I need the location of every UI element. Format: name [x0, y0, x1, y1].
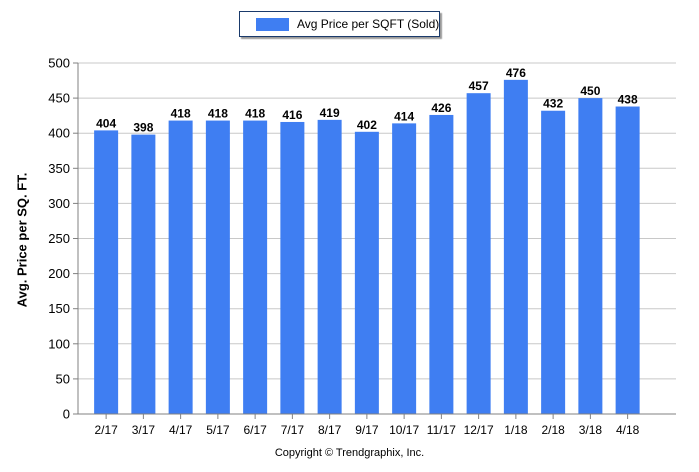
bar [243, 120, 268, 415]
y-tick-label: 400 [48, 126, 70, 141]
bar [466, 93, 491, 414]
x-tick-label: 6/17 [243, 423, 267, 437]
bar [392, 123, 417, 414]
legend-label: Avg Price per SQFT (Sold) [297, 17, 440, 31]
y-tick-label: 50 [56, 371, 70, 386]
y-tick-label: 500 [48, 56, 70, 71]
x-tick-label: 7/17 [281, 423, 305, 437]
axes: 0 50 100 150 200 250 300 350 400 450 500 2/17 3/17 4/… [48, 56, 676, 437]
data-label: 418 [208, 107, 228, 121]
x-tick-label: 2/18 [541, 423, 565, 437]
data-label: 418 [245, 107, 265, 121]
x-tick-label: 5/17 [206, 423, 230, 437]
data-label: 416 [282, 108, 302, 122]
data-label: 476 [506, 66, 526, 80]
x-tick-label: 1/18 [504, 423, 528, 437]
x-tick-label: 11/17 [427, 423, 456, 437]
bar [317, 119, 342, 414]
data-labels: 404 398 418 418 418 416 419 402 414 426 457 476 432 4… [96, 66, 638, 135]
x-tick-label: 3/18 [579, 423, 603, 437]
x-tick-label: 10/17 [389, 423, 419, 437]
bar [541, 110, 566, 415]
data-label: 419 [320, 106, 340, 120]
x-tick-label: 8/17 [318, 423, 342, 437]
copyright-text: Copyright © Trendgraphix, Inc. [274, 447, 425, 459]
data-label: 404 [96, 116, 116, 130]
bar [578, 98, 603, 414]
y-tick-label: 0 [63, 407, 70, 422]
bars [94, 79, 640, 415]
bar [280, 121, 305, 414]
data-label: 402 [357, 118, 377, 132]
data-label: 438 [618, 93, 638, 107]
x-tick-label: 9/17 [355, 423, 379, 437]
legend-swatch [256, 18, 289, 31]
bar [503, 79, 528, 415]
y-axis-title: Avg. Price per SQ. FT. [14, 172, 30, 308]
data-label: 450 [580, 84, 600, 98]
y-tick-label: 200 [48, 266, 70, 281]
data-label: 414 [394, 109, 414, 123]
x-tick-label: 2/17 [94, 423, 118, 437]
bar [168, 120, 193, 415]
y-tick-label: 450 [48, 91, 70, 106]
data-label: 418 [171, 107, 191, 121]
data-label: 432 [543, 97, 563, 111]
x-tick-label: 4/18 [616, 423, 640, 437]
bar [429, 114, 454, 414]
data-label: 457 [469, 79, 489, 93]
bar [94, 130, 119, 414]
bar [354, 131, 379, 414]
bar [615, 106, 640, 415]
x-tick-label: 4/17 [169, 423, 193, 437]
x-tick-label: 12/17 [464, 423, 494, 437]
data-label: 426 [431, 101, 451, 115]
y-tick-label: 100 [48, 336, 70, 351]
y-tick-label: 250 [48, 231, 70, 246]
y-tick-label: 150 [48, 301, 70, 316]
bar [131, 134, 156, 414]
x-tick-label: 3/17 [132, 423, 156, 437]
data-label: 398 [133, 121, 153, 135]
y-tick-label: 350 [48, 161, 70, 176]
bar [205, 120, 230, 415]
legend: Avg Price per SQFT (Sold) [239, 11, 440, 37]
y-tick-label: 300 [48, 196, 70, 211]
